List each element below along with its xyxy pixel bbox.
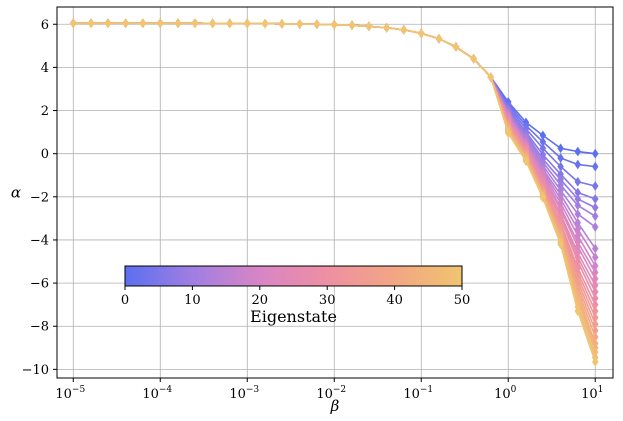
data-point-marker [104,18,112,29]
data-point-marker [591,161,599,172]
y-axis-label: α [11,184,21,202]
y-tick-label: 0 [41,147,49,162]
colorbar-tick-label: 10 [184,293,201,308]
y-tick-label: −6 [30,277,49,292]
data-point-marker [313,19,321,30]
colorbar-tick-label: 30 [319,293,336,308]
data-point-marker [174,18,182,29]
data-point-marker [452,41,460,52]
y-tick-label: −4 [30,233,49,248]
data-point-marker [296,19,303,29]
y-tick-label: 6 [41,18,49,33]
data-point-marker [87,18,95,29]
colorbar-tick-label: 0 [121,293,129,308]
series-layer [69,18,599,367]
x-axis-label: β [330,397,340,415]
data-point-marker [487,72,495,83]
data-point-marker [400,24,408,35]
x-tick-label: 101 [581,385,603,402]
data-point-marker [591,356,599,367]
x-tick-label: 10−2 [316,385,346,402]
y-tick-label: −10 [22,363,49,378]
data-point-marker [470,53,477,64]
data-point-marker [591,222,599,232]
colorbar-label: Eigenstate [250,307,337,326]
series-eigenstate-50 [69,18,599,367]
data-point-marker [591,148,599,159]
data-point-marker [522,156,530,167]
data-point-marker [122,18,129,29]
data-point-marker [574,146,582,157]
y-tick-label: −8 [30,320,49,335]
data-point-marker [591,181,599,191]
data-point-marker [365,21,373,32]
x-tick-label: 10−5 [55,385,85,402]
plot-frame [56,6,614,379]
data-point-marker [574,159,582,170]
data-point-marker [591,211,599,222]
data-point-marker [539,192,547,203]
data-point-marker [417,28,425,39]
data-point-marker [574,306,582,317]
data-point-marker [278,18,286,29]
data-point-marker [209,18,216,29]
y-tick-label: 4 [41,61,49,76]
colorbar-tick-label: 50 [454,293,471,308]
data-point-marker [261,18,269,29]
data-point-marker [591,194,599,204]
colorbar-tick-label: 40 [386,293,403,308]
x-tick-label: 10−4 [142,385,172,402]
colorbar: 0 10 20 30 40 50 Eigenstate [121,265,470,326]
data-point-marker [348,20,356,31]
x-axis-ticks: 10−5 10−4 10−3 10−2 10−1 100 101 [55,378,603,402]
data-point-marker [591,202,599,213]
data-point-marker [191,18,199,29]
data-point-marker [226,18,234,29]
data-point-marker [139,18,147,29]
colorbar-ticks: 0 10 20 30 40 50 [121,286,470,308]
data-point-marker [557,143,564,154]
data-point-marker [557,153,564,163]
data-point-marker [383,22,390,33]
colorbar-gradient [124,265,463,287]
y-tick-label: 2 [41,104,49,119]
y-tick-label: −2 [30,190,49,205]
x-tick-label: 100 [494,385,517,402]
data-point-marker [156,18,164,29]
x-tick-label: 10−3 [229,385,259,402]
data-point-marker [243,18,251,29]
x-tick-label: 10−1 [403,385,433,402]
data-point-marker [435,33,443,44]
data-point-marker [574,176,582,187]
data-point-marker [557,239,564,250]
data-point-marker [504,128,512,139]
data-point-marker [330,19,338,30]
data-point-marker [69,18,77,29]
y-axis-ticks: 6 4 2 0 −2 −4 −6 −8 −10 [22,18,57,378]
colorbar-tick-label: 20 [252,293,269,308]
